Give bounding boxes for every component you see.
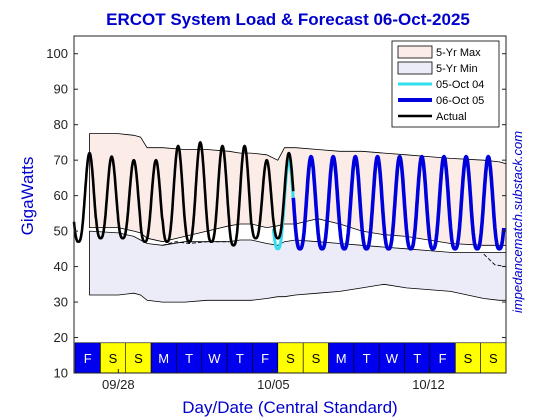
- day-cell: [201, 342, 228, 374]
- y-tick-label: 70: [54, 153, 68, 168]
- y-axis-label: GigaWatts: [18, 157, 37, 236]
- day-letter: T: [363, 351, 371, 366]
- y-tick-label: 90: [54, 82, 68, 97]
- y-tick-label: 100: [46, 46, 68, 61]
- day-letter: F: [261, 351, 269, 366]
- day-letter: F: [84, 351, 92, 366]
- day-letter: M: [158, 351, 169, 366]
- y-tick-label: 40: [54, 259, 68, 274]
- day-letter: S: [464, 351, 473, 366]
- day-cell: [480, 342, 507, 374]
- day-letter: S: [134, 351, 143, 366]
- day-cell: [150, 342, 177, 374]
- y-axis: 10 20 30 40 50 60 70 80 90 100: [46, 46, 506, 381]
- day-cell: [353, 342, 380, 374]
- day-cell: [454, 342, 481, 374]
- legend-label: Actual: [436, 111, 467, 123]
- series-actual: [72, 141, 295, 247]
- y-tick-label: 30: [54, 295, 68, 310]
- day-letter: S: [109, 351, 118, 366]
- day-letter: M: [336, 351, 347, 366]
- x-tick-label: 10/05: [257, 377, 290, 392]
- y-tick-label: 50: [54, 224, 68, 239]
- day-letter: T: [413, 351, 421, 366]
- y-tick-label: 60: [54, 188, 68, 203]
- x-axis-label: Day/Date (Central Standard): [182, 398, 397, 417]
- x-axis: 09/28 10/05 10/12: [102, 369, 445, 392]
- plot-frame: [73, 35, 507, 374]
- day-letter: W: [386, 351, 399, 366]
- y-tick-label: 80: [54, 117, 68, 132]
- credit-watermark: impedancematch.substack.com: [510, 131, 525, 313]
- legend-label: 06-Oct 05: [436, 95, 484, 107]
- day-letter: F: [439, 351, 447, 366]
- day-letter: S: [286, 351, 295, 366]
- day-letter: T: [236, 351, 244, 366]
- legend-label: 05-Oct 04: [436, 79, 484, 91]
- day-cell: [100, 342, 127, 374]
- legend: 5-Yr Max 5-Yr Min 05-Oct 04 06-Oct 05 Actual: [391, 40, 500, 128]
- dashed-segment-1: [483, 253, 507, 268]
- day-cell: [404, 342, 431, 374]
- dashed-segment-0: [162, 241, 230, 246]
- day-cell: [302, 342, 329, 374]
- legend-swatch: [397, 61, 433, 75]
- day-letter: S: [312, 351, 321, 366]
- y-tick-label: 20: [54, 330, 68, 345]
- x-tick-label: 09/28: [102, 377, 135, 392]
- legend-label: 5-Yr Max: [436, 47, 481, 59]
- day-letter: S: [489, 351, 498, 366]
- day-letter: T: [185, 351, 193, 366]
- chart-title: ERCOT System Load & Forecast 06-Oct-2025: [106, 10, 470, 29]
- legend-swatch: [397, 45, 433, 59]
- day-cell: [252, 342, 279, 374]
- y-tick-label: 10: [54, 366, 68, 381]
- x-tick-label: 10/12: [412, 377, 445, 392]
- day-cell: [429, 342, 456, 374]
- series-06-oct-05: [291, 154, 506, 251]
- legend-label: 5-Yr Min: [436, 63, 478, 75]
- series-layer: [72, 141, 506, 251]
- day-letter: W: [208, 351, 221, 366]
